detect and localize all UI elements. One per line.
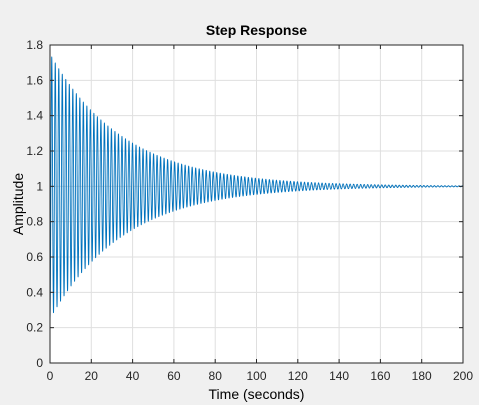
x-tick-label: 140 [329, 369, 349, 383]
y-tick-label: 1.8 [26, 38, 43, 52]
chart-title: Step Response [206, 22, 307, 38]
x-tick-label: 100 [246, 369, 266, 383]
x-tick-label: 40 [126, 369, 140, 383]
axis-ticks: 0 20 40 60 80 100 120 140 160 180 200 0 0.2 0.4 0.6 0.8… [26, 38, 473, 383]
x-tick-label: 200 [453, 369, 473, 383]
y-tick-label: 1.2 [26, 144, 43, 158]
x-tick-label: 60 [167, 369, 181, 383]
x-axis-label: Time (seconds) [209, 386, 305, 402]
x-tick-label: 0 [47, 369, 54, 383]
y-tick-label: 0.2 [26, 321, 43, 335]
x-tick-label: 80 [209, 369, 223, 383]
x-tick-label: 180 [412, 369, 432, 383]
y-tick-label: 0.6 [26, 250, 43, 264]
x-tick-label: 120 [288, 369, 308, 383]
x-tick-label: 20 [85, 369, 99, 383]
y-tick-label: 0.4 [26, 285, 43, 299]
y-tick-label: 1.6 [26, 73, 43, 87]
y-axis-label: Amplitude [10, 173, 26, 235]
plot-lines [49, 56, 464, 319]
y-tick-label: 0 [36, 356, 43, 370]
y-tick-label: 1 [36, 179, 43, 193]
x-tick-label: 160 [370, 369, 390, 383]
y-tick-label: 1.4 [26, 109, 43, 123]
y-tick-label: 0.8 [26, 215, 43, 229]
step-response-line [49, 56, 464, 319]
